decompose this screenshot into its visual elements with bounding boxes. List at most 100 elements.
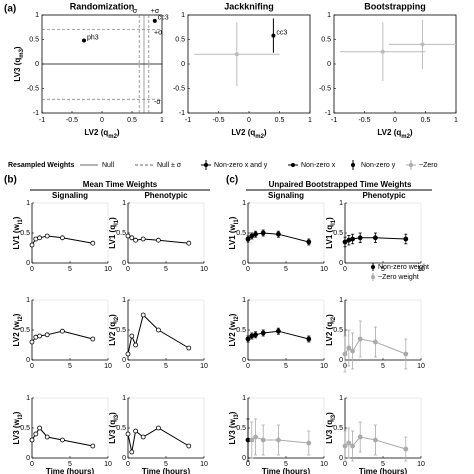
x-axis-label-part: m2: [255, 134, 264, 140]
y-tick-label: 0.5: [116, 230, 126, 237]
point: [37, 235, 42, 241]
point: [37, 425, 42, 431]
chart-title: Randomization: [70, 1, 135, 11]
y-tick-label: 1: [242, 200, 246, 207]
y-tick-label: 0.5: [321, 36, 331, 43]
x-tick-label: -1: [331, 117, 337, 124]
y-tick-label: 1: [327, 12, 331, 19]
y-tick-label: 0: [122, 260, 126, 267]
point: [33, 334, 39, 340]
y-tick-label: 1: [26, 395, 30, 402]
y-axis-label-part: l2: [234, 316, 240, 322]
plot-area: [127, 397, 205, 459]
point: [260, 330, 266, 336]
legend-label: Non-zero x: [301, 162, 336, 169]
point: [249, 233, 255, 239]
y-tick-label: -0.5: [319, 85, 331, 92]
y-axis-label-part: l1: [234, 219, 240, 225]
point: [133, 237, 139, 243]
plot-area: [344, 397, 422, 459]
y-tick-label: 1: [26, 200, 30, 207]
x-tick-label: 10: [200, 266, 208, 273]
x-tick-label: 0: [126, 363, 130, 370]
sigma-label: -σ: [154, 99, 161, 106]
y-axis-label: LV2 (wl2): [228, 313, 239, 346]
x-tick-label: 5: [68, 461, 72, 468]
point: [33, 431, 39, 437]
plot-area: [127, 299, 205, 361]
point: [249, 333, 255, 339]
x-tick-label: 10: [104, 266, 112, 273]
x-axis-label-part: m2: [401, 134, 410, 140]
x-tick-label: 5: [164, 266, 168, 273]
y-tick-label: -0.5: [173, 85, 185, 92]
y-tick-label: 1: [35, 12, 39, 19]
x-tick-label: 0: [100, 117, 104, 124]
plot-area: [344, 202, 422, 264]
panel-label: (a): [4, 4, 16, 15]
point: [133, 342, 139, 348]
point: [380, 49, 385, 54]
y-axis-label: LV3 (wl3): [12, 411, 23, 444]
point: [275, 231, 281, 237]
y-axis-label-part: ): [228, 313, 237, 316]
x-axis-label: Time (hours): [46, 467, 95, 474]
x-tick-label: 0: [246, 363, 250, 370]
y-tick-label: 0.5: [236, 425, 246, 432]
x-tick-label: 10: [417, 363, 425, 370]
point: [44, 233, 50, 239]
x-tick-label: 5: [381, 461, 385, 468]
y-tick-label: 0.5: [20, 230, 30, 237]
point: [186, 240, 192, 246]
y-axis-label-part: ): [108, 217, 117, 220]
point: [90, 240, 96, 246]
y-axis-label-part: l1: [18, 219, 24, 225]
y-axis-label: LV2 (ql2): [108, 314, 119, 346]
y-tick-label: 0: [181, 61, 185, 68]
y-axis-label-part: l2: [331, 316, 337, 322]
point: [60, 328, 65, 334]
y-tick-label: 0.5: [236, 230, 246, 237]
x-axis-label-part: m2: [108, 134, 117, 140]
y-axis-label-part: LV1 (w: [12, 223, 21, 249]
point: [346, 237, 352, 243]
point: [125, 233, 131, 239]
point: [306, 440, 312, 446]
x-tick-label: 5: [284, 461, 288, 468]
legend-label: Null ± σ: [157, 162, 182, 169]
point: [403, 351, 409, 357]
column-title: Signaling: [268, 191, 304, 200]
x-axis-label: LV2 (qm2): [84, 128, 120, 139]
y-axis-label-part: LV3 (q: [325, 420, 334, 444]
point: [140, 434, 146, 440]
y-tick-label: 1: [122, 297, 126, 304]
x-tick-label: 1: [454, 117, 458, 124]
x-axis-label-part: LV2 (q: [377, 128, 401, 137]
y-axis-label-part: ): [325, 412, 334, 415]
x-tick-label: 5: [68, 266, 72, 273]
panel-label: (c): [226, 175, 238, 186]
x-tick-label: -0.5: [66, 117, 78, 124]
y-axis-label-part: ): [13, 46, 22, 49]
point-label: ph3: [87, 34, 99, 41]
section-title: Unpaired Bootstrapped Time Weights: [269, 180, 412, 189]
y-axis-label: LV1 (wl1): [228, 216, 239, 249]
y-axis-label-part: ): [108, 412, 117, 415]
x-tick-label: 10: [417, 461, 425, 468]
point: [155, 237, 161, 243]
point: [372, 235, 378, 241]
chart-title: Bootstrapping: [364, 1, 426, 11]
point: [44, 332, 50, 338]
legend-swatch: [351, 163, 355, 167]
point: [186, 443, 192, 449]
x-axis-label: Time (hours): [262, 467, 311, 474]
y-tick-label: 1: [242, 297, 246, 304]
x-tick-label: 0.5: [421, 117, 431, 124]
point: [403, 236, 409, 242]
point: [260, 230, 266, 236]
x-tick-label: 0: [343, 266, 347, 273]
x-tick-label: 5: [68, 363, 72, 370]
point: [357, 434, 363, 440]
sigma-label: +σ: [151, 8, 160, 15]
